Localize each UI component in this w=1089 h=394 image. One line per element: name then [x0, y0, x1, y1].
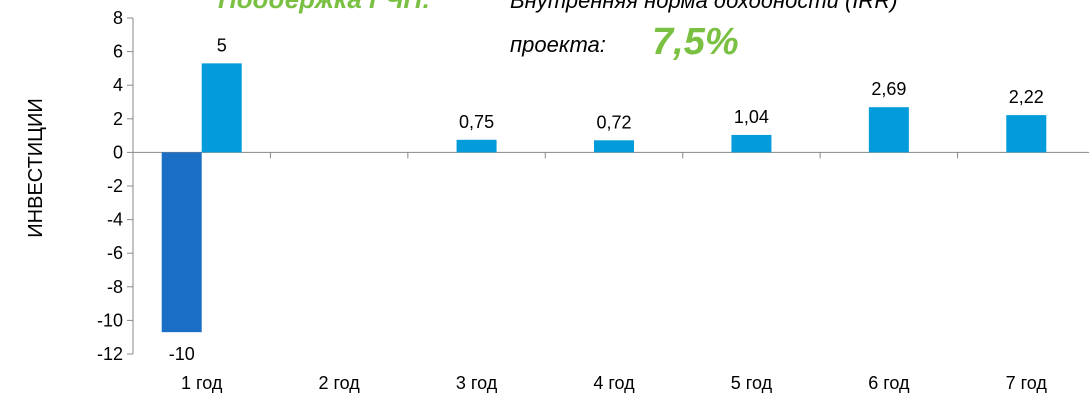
bar [456, 139, 497, 153]
y-tick-label: 0 [113, 142, 123, 162]
y-tick-label: -12 [97, 344, 123, 364]
bars [161, 63, 1047, 333]
chart-title-line-2: проекта: [510, 32, 606, 57]
bar [1006, 115, 1047, 153]
x-tick-label: 6 год [868, 373, 910, 393]
x-tick-label: 1 год [181, 373, 223, 393]
y-tick-label: 6 [113, 42, 123, 62]
y-tick-label: -6 [107, 243, 123, 263]
bar-value-label: 2,69 [871, 79, 906, 99]
bar-value-label: 0,75 [459, 112, 494, 132]
bar [161, 152, 202, 333]
y-tick-label: -8 [107, 277, 123, 297]
x-tick-label: 5 год [731, 373, 773, 393]
data-labels: -10 5 0,75 0,72 1,04 2,69 2,22 [169, 35, 1044, 364]
bar-value-label: 2,22 [1009, 87, 1044, 107]
x-ticks: 1 год 2 год 3 год 4 год 5 год 6 год 7 год [132, 152, 1048, 393]
y-ticks: 8 6 4 2 0 -2 -4 -6 -8 -10 -12 [97, 8, 133, 364]
x-tick-label: 7 год [1006, 373, 1048, 393]
y-tick-label: 8 [113, 8, 123, 28]
bar-value-label: 0,72 [596, 112, 631, 132]
y-tick-label: -2 [107, 176, 123, 196]
bar [594, 140, 634, 153]
chart-title-lead: Поддержка ГЧП: [218, 0, 431, 14]
bar [201, 63, 242, 153]
bar-value-label: 1,04 [734, 107, 769, 127]
y-tick-label: -10 [97, 310, 123, 330]
bar [731, 134, 772, 153]
axes [132, 18, 1089, 354]
bar [868, 107, 909, 153]
x-tick-label: 4 год [593, 373, 635, 393]
chart-title-line-1: Внутренняя норма доходности (IRR) [510, 0, 898, 13]
x-tick-label: 2 год [318, 373, 360, 393]
bar-value-label: 5 [217, 35, 227, 55]
chart-title-highlight: 7,5% [652, 21, 739, 63]
y-axis-label: ИНВЕСТИЦИИ [25, 98, 47, 237]
bar-value-label: -10 [169, 344, 195, 364]
y-tick-label: 4 [113, 75, 123, 95]
x-tick-label: 3 год [456, 373, 498, 393]
y-tick-label: 2 [113, 109, 123, 129]
y-tick-label: -4 [107, 210, 123, 230]
